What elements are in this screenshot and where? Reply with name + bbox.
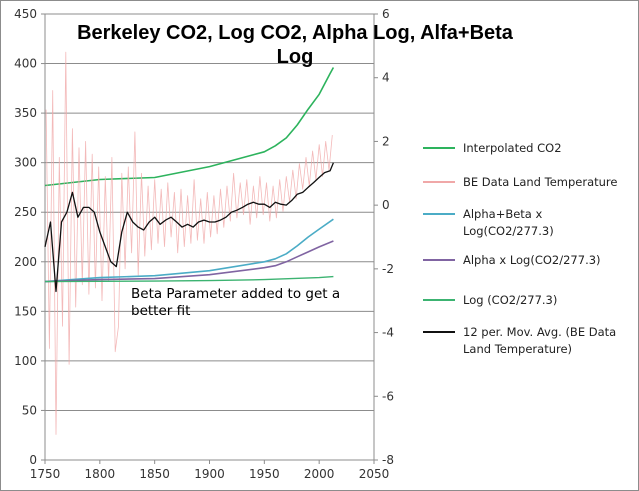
y-tick-label: 0 bbox=[29, 453, 37, 467]
chart-annotation: Beta Parameter added to get a better fit bbox=[131, 286, 341, 319]
x-tick-label: 1850 bbox=[139, 467, 170, 481]
legend-swatch bbox=[423, 181, 455, 183]
series-line-2 bbox=[44, 218, 334, 283]
legend-item: Log (CO2/277.3) bbox=[423, 292, 557, 309]
legend-label: Alpha+Beta x Log(CO2/277.3) bbox=[463, 207, 554, 238]
legend-label: Log (CO2/277.3) bbox=[463, 293, 558, 307]
legend-swatch bbox=[423, 331, 455, 333]
legend-item: Interpolated CO2 bbox=[423, 140, 562, 157]
series-line-5 bbox=[44, 162, 334, 293]
chart-title: Berkeley CO2, Log CO2, Alpha Log, Alfa+B… bbox=[77, 22, 513, 68]
series-line-0 bbox=[44, 67, 335, 187]
y2-tick-label: 2 bbox=[382, 134, 390, 148]
legend-item: BE Data Land Temperature bbox=[423, 174, 617, 191]
legend-label: Interpolated CO2 bbox=[463, 141, 562, 155]
y-tick-label: 150 bbox=[14, 304, 37, 318]
series-line-4 bbox=[44, 275, 334, 283]
y2-tick-label: 0 bbox=[382, 198, 390, 212]
y-tick-label: 200 bbox=[14, 255, 37, 269]
legend-swatch bbox=[423, 299, 455, 301]
y-tick-label: 350 bbox=[14, 106, 37, 120]
legend-item: 12 per. Mov. Avg. (BE Data Land Temperat… bbox=[423, 324, 633, 358]
y2-tick-label: 4 bbox=[382, 71, 390, 85]
series-line-3 bbox=[44, 240, 334, 283]
y-tick-label: 50 bbox=[22, 403, 37, 417]
y2-tick-label: -4 bbox=[382, 326, 394, 340]
legend-swatch bbox=[423, 213, 455, 215]
legend-label: Alpha x Log(CO2/277.3) bbox=[463, 253, 601, 267]
legend-label: 12 per. Mov. Avg. (BE Data Land Temperat… bbox=[463, 325, 617, 356]
y-tick-label: 400 bbox=[14, 57, 37, 71]
x-tick-label: 1900 bbox=[194, 467, 225, 481]
x-tick-label: 1750 bbox=[30, 467, 61, 481]
y2-tick-label: 6 bbox=[382, 7, 390, 21]
y2-tick-label: -2 bbox=[382, 262, 394, 276]
x-tick-label: 1800 bbox=[85, 467, 116, 481]
y-tick-label: 250 bbox=[14, 205, 37, 219]
legend-item: Alpha x Log(CO2/277.3) bbox=[423, 252, 601, 269]
x-tick-label: 2050 bbox=[359, 467, 390, 481]
y-tick-label: 300 bbox=[14, 156, 37, 170]
legend-swatch bbox=[423, 259, 455, 261]
y2-tick-label: -8 bbox=[382, 453, 394, 467]
legend-item: Alpha+Beta x Log(CO2/277.3) bbox=[423, 206, 563, 240]
legend-label: BE Data Land Temperature bbox=[463, 175, 618, 189]
y-tick-label: 100 bbox=[14, 354, 37, 368]
y-tick-label: 450 bbox=[14, 7, 37, 21]
legend-swatch bbox=[423, 147, 455, 149]
series-line-1 bbox=[45, 51, 333, 435]
x-tick-label: 2000 bbox=[304, 467, 335, 481]
x-tick-label: 1950 bbox=[249, 467, 280, 481]
y2-tick-label: -6 bbox=[382, 389, 394, 403]
